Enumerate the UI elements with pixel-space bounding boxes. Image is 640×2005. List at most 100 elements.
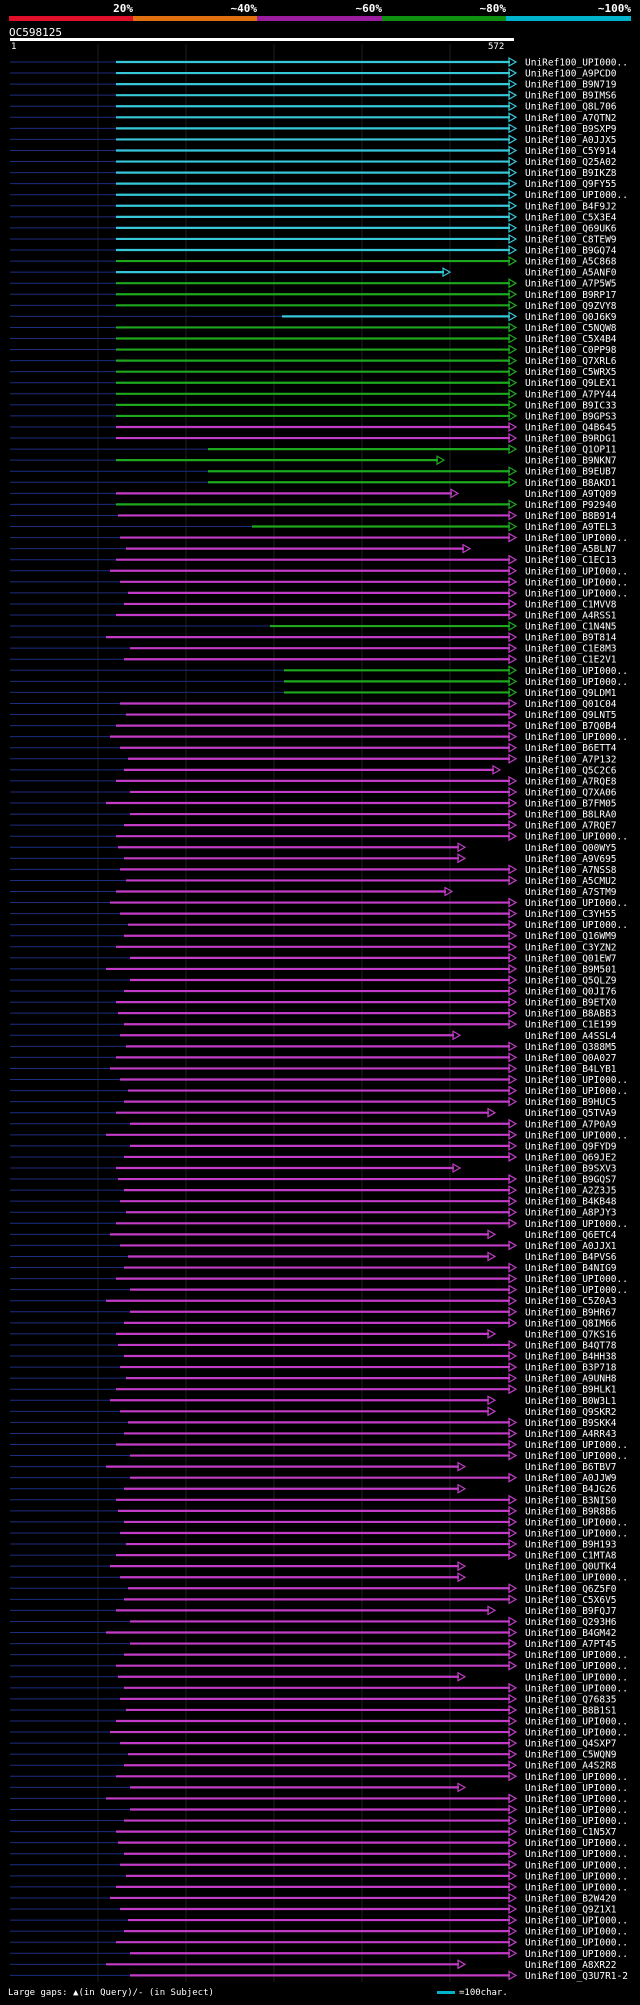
hit-arrow <box>452 1030 462 1041</box>
hit-label: UniRef100_Q6Z5F0 <box>525 1584 617 1595</box>
hit-label: UniRef100_UPI000.. <box>525 732 628 743</box>
hit-arrow <box>508 399 518 410</box>
hit-label: UniRef100_B4QT78 <box>525 1340 617 1351</box>
hit-arrow <box>508 632 518 643</box>
hit-label: UniRef100_B9EUB7 <box>525 467 617 478</box>
hit-label: UniRef100_Q0UTK4 <box>525 1562 617 1573</box>
hit-arrow <box>508 1660 518 1671</box>
hit-label: UniRef100_B9ETX0 <box>525 998 617 1009</box>
hit-label: UniRef100_UPI000.. <box>525 1285 628 1296</box>
hit-arrow <box>508 1118 518 1129</box>
hit-label: UniRef100_A7P132 <box>525 754 617 765</box>
hit-label: UniRef100_B7FM05 <box>525 799 617 810</box>
hit-arrow <box>508 1196 518 1207</box>
hit-label: UniRef100_C5WRX5 <box>525 367 617 378</box>
hit-label: UniRef100_C0PP98 <box>525 345 617 356</box>
hit-arrow <box>508 1494 518 1505</box>
hit-arrow <box>457 1782 467 1793</box>
hit-arrow <box>508 1085 518 1096</box>
hit-label: UniRef100_Q7XA06 <box>525 787 617 798</box>
hit-arrow <box>508 1815 518 1826</box>
hit-label: UniRef100_C5X6V5 <box>525 1595 617 1606</box>
hit-arrow <box>487 1406 497 1417</box>
hit-arrow <box>508 145 518 156</box>
hit-label: UniRef100_Q6ETC4 <box>525 1230 617 1241</box>
hit-arrow <box>508 532 518 543</box>
hit-arrow <box>508 333 518 344</box>
hit-label: UniRef100_B9RDG1 <box>525 434 617 445</box>
hit-arrow <box>508 875 518 886</box>
hit-arrow <box>508 1428 518 1439</box>
hit-arrow <box>462 543 472 554</box>
hit-label: UniRef100_Q0A027 <box>525 1053 617 1064</box>
hit-label: UniRef100_UPI000.. <box>525 1683 628 1694</box>
hit-label: UniRef100_UPI000.. <box>525 1528 628 1539</box>
hit-arrow <box>508 1074 518 1085</box>
hit-arrow <box>508 1749 518 1760</box>
hit-arrow <box>508 1682 518 1693</box>
hit-label: UniRef100_Q9LNT5 <box>525 710 617 721</box>
legend-label: =100char. <box>459 1988 508 1998</box>
hit-label: UniRef100_UPI000.. <box>525 1274 628 1285</box>
hit-arrow <box>487 1605 497 1616</box>
hit-label: UniRef100_Q9LEX1 <box>525 378 617 389</box>
hit-label: UniRef100_Q9LDM1 <box>525 688 617 699</box>
hit-arrow <box>508 178 518 189</box>
hit-arrow <box>508 1240 518 1251</box>
hit-arrow <box>508 1583 518 1594</box>
hit-label: UniRef100_UPI000.. <box>525 1838 628 1849</box>
hit-label: UniRef100_A2Z3J5 <box>525 1186 617 1197</box>
hit-label: UniRef100_UPI000.. <box>525 58 628 69</box>
hit-arrow <box>508 1052 518 1063</box>
hit-label: UniRef100_B4PVS6 <box>525 1252 617 1263</box>
hit-label: UniRef100_UPI000.. <box>525 832 628 843</box>
hit-arrow <box>508 1638 518 1649</box>
hit-arrow <box>508 731 518 742</box>
hit-arrow <box>508 919 518 930</box>
scale-label-80: ~80% <box>479 2 507 15</box>
hit-label: UniRef100_B9HR67 <box>525 1307 617 1318</box>
hit-arrow <box>508 79 518 90</box>
hit-arrow <box>508 820 518 831</box>
hit-arrow <box>508 742 518 753</box>
hit-arrow <box>508 1848 518 1859</box>
hit-label: UniRef100_UPI000.. <box>525 1075 628 1086</box>
hit-label: UniRef100_C3YZN2 <box>525 942 617 953</box>
hit-arrow <box>508 1616 518 1627</box>
hit-label: UniRef100_B9N719 <box>525 80 617 91</box>
hit-label: UniRef100_UPI000.. <box>525 1882 628 1893</box>
hit-arrow <box>508 1804 518 1815</box>
hit-arrow <box>457 853 467 864</box>
hit-label: UniRef100_A5BLN7 <box>525 544 617 555</box>
hit-label: UniRef100_UPI000.. <box>525 1816 628 1827</box>
hit-label: UniRef100_Q0J6K9 <box>525 312 617 323</box>
hit-arrow <box>508 1826 518 1837</box>
hit-arrow <box>508 1262 518 1273</box>
hit-label: UniRef100_UPI000.. <box>525 1949 628 1960</box>
hit-label: UniRef100_Q8L706 <box>525 102 617 113</box>
query-end: 572 <box>488 42 505 52</box>
hit-label: UniRef100_Q1OP11 <box>525 445 617 456</box>
hit-arrow <box>508 1284 518 1295</box>
legend-swatch <box>437 1991 455 1994</box>
hit-arrow <box>508 510 518 521</box>
hit-arrow <box>508 908 518 919</box>
hit-label: UniRef100_A4RR43 <box>525 1429 617 1440</box>
hit-label: UniRef100_B9SKK4 <box>525 1418 617 1429</box>
hit-arrow <box>442 267 452 278</box>
hit-label: UniRef100_UPI000.. <box>525 1661 628 1672</box>
hit-label: UniRef100_A0JJW9 <box>525 1473 617 1484</box>
hit-arrow <box>508 1859 518 1870</box>
hit-arrow <box>508 444 518 455</box>
hit-arrow <box>508 621 518 632</box>
hit-arrow <box>508 56 518 68</box>
hit-arrow <box>508 222 518 233</box>
hit-arrow <box>508 1837 518 1848</box>
hit-arrow <box>508 1218 518 1229</box>
hit-arrow <box>444 886 454 897</box>
hit-arrow <box>508 1970 518 1981</box>
hit-label: UniRef100_B9IMS6 <box>525 91 617 102</box>
hit-label: UniRef100_C1MTA8 <box>525 1551 617 1562</box>
hit-label: UniRef100_A9V695 <box>525 854 617 865</box>
